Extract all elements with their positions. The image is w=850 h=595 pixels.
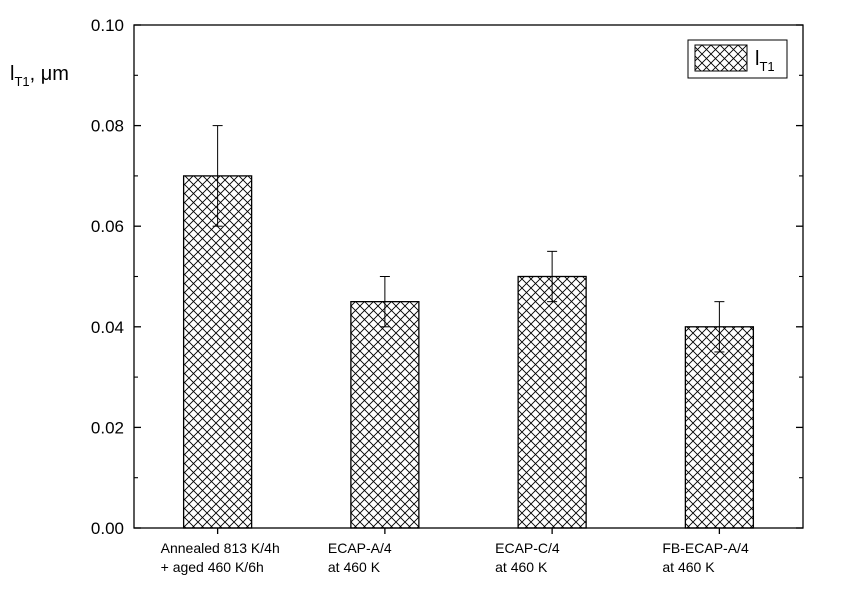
- x-category-label: ECAP-A/4 at 460 K: [328, 540, 392, 575]
- x-category-label: FB-ECAP-A/4 at 460 K: [662, 540, 749, 575]
- x-category-label: Annealed 813 K/4h + aged 460 K/6h: [161, 540, 280, 575]
- y-axis-title: lT1, μm: [10, 63, 69, 89]
- bar: [684, 326, 755, 529]
- legend: lT1: [687, 39, 788, 79]
- bar: [517, 275, 587, 529]
- y-tick-label: 0.10: [91, 16, 124, 35]
- bars-group: [182, 125, 755, 529]
- x-category-label: ECAP-C/4 at 460 K: [495, 540, 560, 575]
- x-axis: Annealed 813 K/4h + aged 460 K/6h ECAP-A/4…: [161, 528, 749, 575]
- y-tick-label: 0.04: [91, 318, 124, 337]
- bar: [350, 300, 420, 529]
- bar: [182, 175, 253, 529]
- y-axis: 0.00 0.02 0.04 0.06 0.08 0.10: [91, 16, 803, 538]
- y-tick-label: 0.02: [91, 418, 124, 437]
- legend-label: lT1: [755, 48, 775, 74]
- y-tick-label: 0.00: [91, 519, 124, 538]
- legend-swatch: [694, 44, 748, 72]
- y-tick-label: 0.06: [91, 217, 124, 236]
- y-tick-label: 0.08: [91, 117, 124, 136]
